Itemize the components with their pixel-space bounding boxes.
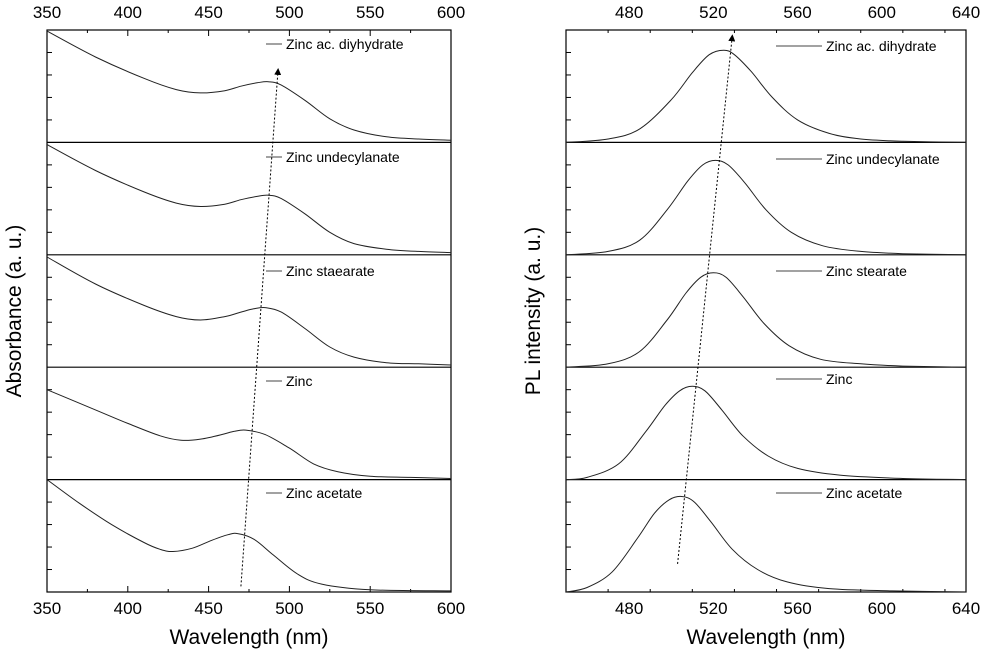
legend-label: Zinc stearate xyxy=(826,263,907,279)
x-tick-label: 400 xyxy=(114,599,142,618)
plot-frame xyxy=(565,29,967,593)
x-tick-label: 560 xyxy=(783,599,811,618)
x-tick-label-top: 550 xyxy=(356,3,384,22)
legend-label: Zinc staearate xyxy=(286,263,375,279)
legend-label: Zinc acetate xyxy=(286,485,362,501)
series-line xyxy=(46,389,452,479)
x-tick-label: 600 xyxy=(437,599,465,618)
legend-label: Zinc undecylanate xyxy=(286,149,400,165)
x-tick-label-top: 640 xyxy=(952,3,980,22)
legend-label: Zinc xyxy=(286,373,312,389)
trend-arrow xyxy=(240,67,282,587)
x-tick-label: 600 xyxy=(868,599,896,618)
series-line xyxy=(565,385,967,481)
legend-label: Zinc ac. dihydrate xyxy=(826,38,937,54)
series-line xyxy=(565,495,967,593)
series-line xyxy=(46,256,452,366)
x-tick-label-top: 500 xyxy=(275,3,303,22)
series-line xyxy=(565,272,967,368)
x-tick-label: 350 xyxy=(33,599,61,618)
x-tick-label-top: 600 xyxy=(868,3,896,22)
y-axis-title: PL intensity (a. u.) xyxy=(522,227,545,395)
x-tick-label: 480 xyxy=(615,599,643,618)
series-line xyxy=(46,30,452,141)
legend-label: Zinc xyxy=(826,371,852,387)
x-tick-label-top: 520 xyxy=(699,3,727,22)
series-line xyxy=(565,159,967,256)
series-line xyxy=(46,144,452,254)
series-line xyxy=(46,479,452,592)
x-tick-label: 640 xyxy=(952,599,980,618)
x-axis-title: Wavelength (nm) xyxy=(169,626,328,649)
pl-intensity-chart: 480 480 520 520 560 560 600 600 640 640 Wavelength… xyxy=(522,3,980,649)
series-line xyxy=(565,49,967,143)
x-tick-label-top: 400 xyxy=(114,3,142,22)
trend-arrow xyxy=(677,34,736,564)
x-tick-label: 550 xyxy=(356,599,384,618)
legend-label: Zinc ac. diyhydrate xyxy=(286,36,404,52)
x-tick-label-top: 480 xyxy=(615,3,643,22)
x-tick-label-top: 600 xyxy=(437,3,465,22)
y-axis-title: Absorbance (a. u.) xyxy=(3,225,26,398)
x-axis-title: Wavelength (nm) xyxy=(686,626,845,649)
x-tick-label: 520 xyxy=(699,599,727,618)
legend-label: Zinc undecylanate xyxy=(826,151,940,167)
x-tick-label-top: 350 xyxy=(33,3,61,22)
x-tick-label-top: 450 xyxy=(194,3,222,22)
x-tick-label-top: 560 xyxy=(783,3,811,22)
absorbance-chart: 350 350 400 400 450 450 500 500 550 550 600 600 Wave… xyxy=(3,3,465,649)
x-tick-label: 500 xyxy=(275,599,303,618)
legend-label: Zinc acetate xyxy=(826,485,902,501)
plot-frame xyxy=(46,29,452,593)
x-tick-label: 450 xyxy=(194,599,222,618)
